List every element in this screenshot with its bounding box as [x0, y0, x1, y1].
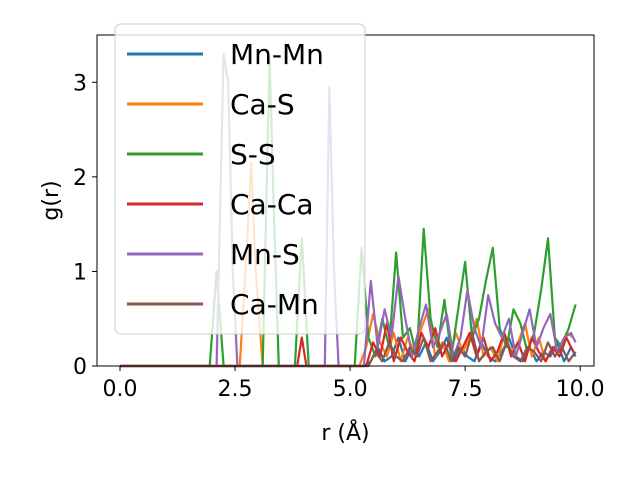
x-tick-label: 5.0 [333, 377, 368, 402]
ticks-layer: 0.0 2.5 5.0 7.5 10.0 0 1 2 3 [73, 71, 605, 402]
legend-label-mn-s: Mn-S [230, 238, 300, 271]
legend-label-ca-ca: Ca-Ca [230, 188, 314, 221]
y-axis-label: g(r) [39, 180, 64, 220]
legend-label-s-s: S-S [230, 138, 276, 171]
x-axis-label: r (Å) [321, 419, 369, 446]
x-tick-label: 0.0 [103, 377, 138, 402]
legend-label-ca-s: Ca-S [230, 88, 295, 121]
x-tick-label: 2.5 [218, 377, 253, 402]
legend: Mn-Mn Ca-S S-S Ca-Ca Mn-S Ca-Mn [114, 23, 366, 335]
legend-box [114, 23, 366, 335]
x-tick-label: 10.0 [556, 377, 605, 402]
x-tick-label: 7.5 [448, 377, 483, 402]
y-tick-label: 0 [73, 355, 87, 380]
legend-label-mn-mn: Mn-Mn [230, 38, 324, 71]
series-line-ca-ca [120, 322, 575, 368]
legend-label-ca-mn: Ca-Mn [230, 288, 319, 321]
y-tick-label: 2 [73, 166, 87, 191]
y-tick-label: 3 [73, 71, 87, 96]
series-line-ca-mn [120, 331, 577, 368]
y-tick-label: 1 [73, 260, 87, 285]
